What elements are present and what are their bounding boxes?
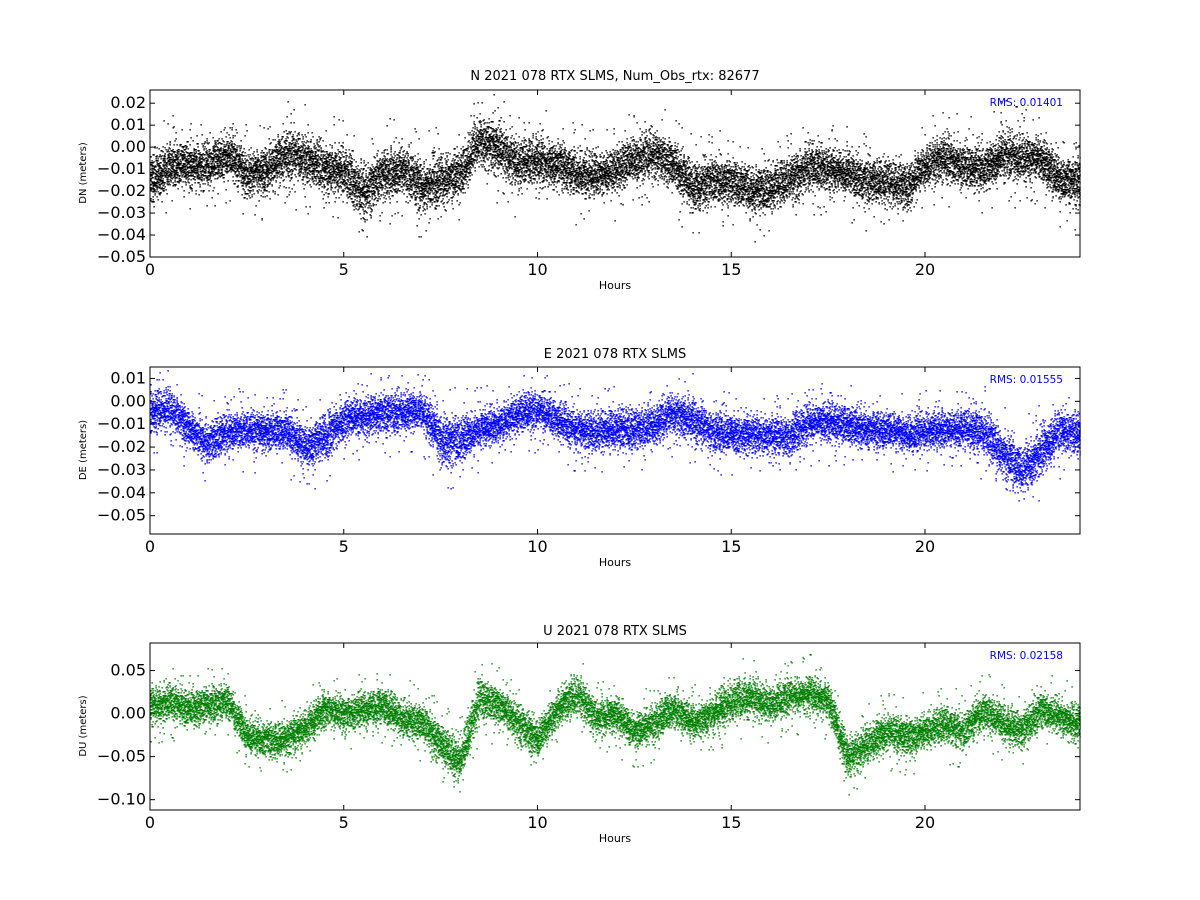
panel-up-ticks: 0 5 10 15 20 0.05 0.00 −0.05 −0.10 (97, 643, 1080, 832)
panel-east-axes-frame (149, 366, 1081, 535)
y-tick-label: −0.03 (97, 460, 146, 479)
panel-east-title: E 2021 078 RTX SLMS (544, 347, 687, 362)
x-tick-label: 10 (527, 813, 547, 832)
panel-up-axes-frame (149, 642, 1081, 811)
panel-north-axes-frame (149, 89, 1081, 258)
y-tick-label: 0.02 (110, 93, 146, 112)
y-tick-label: −0.05 (97, 247, 146, 266)
x-tick-label: 5 (339, 813, 349, 832)
panel-east-rms-annotation: RMS: 0.01555 (990, 374, 1063, 386)
panel-up: U 2021 078 RTX SLMS 0 5 10 15 20 0.05 0.00 −0.0… (78, 624, 1081, 845)
y-tick-label: 0.00 (110, 137, 146, 156)
panel-east-ticks: 0 5 10 15 20 0.01 0.00 −0.01 −0.02 −0.03 −0.04 −0.0… (97, 367, 1080, 556)
data-points-east (150, 370, 1081, 502)
y-tick-label: 0.01 (110, 115, 146, 134)
y-tick-label: 0.00 (110, 391, 146, 410)
panel-up-points (150, 654, 1081, 796)
y-tick-label: −0.03 (97, 203, 146, 222)
y-tick-label: −0.05 (97, 506, 146, 525)
x-tick-label: 5 (339, 260, 349, 279)
panel-north-y-axis-label: DN (meters) (78, 142, 89, 204)
data-points-north (150, 94, 1081, 243)
y-tick-label: −0.01 (97, 159, 146, 178)
panel-east-points (150, 370, 1081, 502)
x-tick-label: 15 (721, 537, 741, 556)
y-tick-label: −0.04 (97, 483, 146, 502)
y-tick-label: 0.05 (110, 661, 146, 680)
x-tick-label: 20 (915, 537, 935, 556)
y-tick-label: −0.02 (97, 437, 146, 456)
panel-north: N 2021 078 RTX SLMS, Num_Obs_rtx: 82677 … (78, 69, 1081, 292)
panel-east-y-axis-label: DE (meters) (78, 420, 89, 480)
x-tick-label: 15 (721, 260, 741, 279)
panel-up-title: U 2021 078 RTX SLMS (543, 624, 687, 639)
panel-north-rms-annotation: RMS: 0.01401 (990, 97, 1063, 109)
y-tick-label: 0.01 (110, 368, 146, 387)
x-tick-label: 0 (145, 813, 155, 832)
panel-up-y-axis-label: DU (meters) (78, 695, 89, 756)
y-tick-label: 0.00 (110, 704, 146, 723)
x-tick-label: 10 (527, 537, 547, 556)
x-tick-label: 20 (915, 813, 935, 832)
y-tick-label: −0.05 (97, 747, 146, 766)
panel-north-points (150, 94, 1081, 243)
panel-north-title: N 2021 078 RTX SLMS, Num_Obs_rtx: 82677 (470, 69, 759, 84)
x-tick-label: 5 (339, 537, 349, 556)
x-tick-label: 15 (721, 813, 741, 832)
panel-east: E 2021 078 RTX SLMS 0 5 10 15 20 0.01 0.00 −0.0… (78, 347, 1081, 569)
x-tick-label: 10 (527, 260, 547, 279)
x-tick-label: 20 (915, 260, 935, 279)
y-tick-label: −0.04 (97, 225, 146, 244)
panel-north-ticks: 0 5 10 15 20 0.02 0.01 0.00 −0.01 −0.02 −0.03 −0.04… (97, 90, 1080, 279)
y-tick-label: −0.02 (97, 181, 146, 200)
data-points-up (150, 654, 1081, 796)
y-tick-label: −0.01 (97, 414, 146, 433)
x-tick-label: 0 (145, 260, 155, 279)
panel-north-x-axis-label: Hours (599, 279, 631, 292)
y-tick-label: −0.10 (97, 790, 146, 809)
panel-up-rms-annotation: RMS: 0.02158 (990, 650, 1063, 662)
panel-up-x-axis-label: Hours (599, 832, 631, 845)
panel-east-x-axis-label: Hours (599, 556, 631, 569)
x-tick-label: 0 (145, 537, 155, 556)
